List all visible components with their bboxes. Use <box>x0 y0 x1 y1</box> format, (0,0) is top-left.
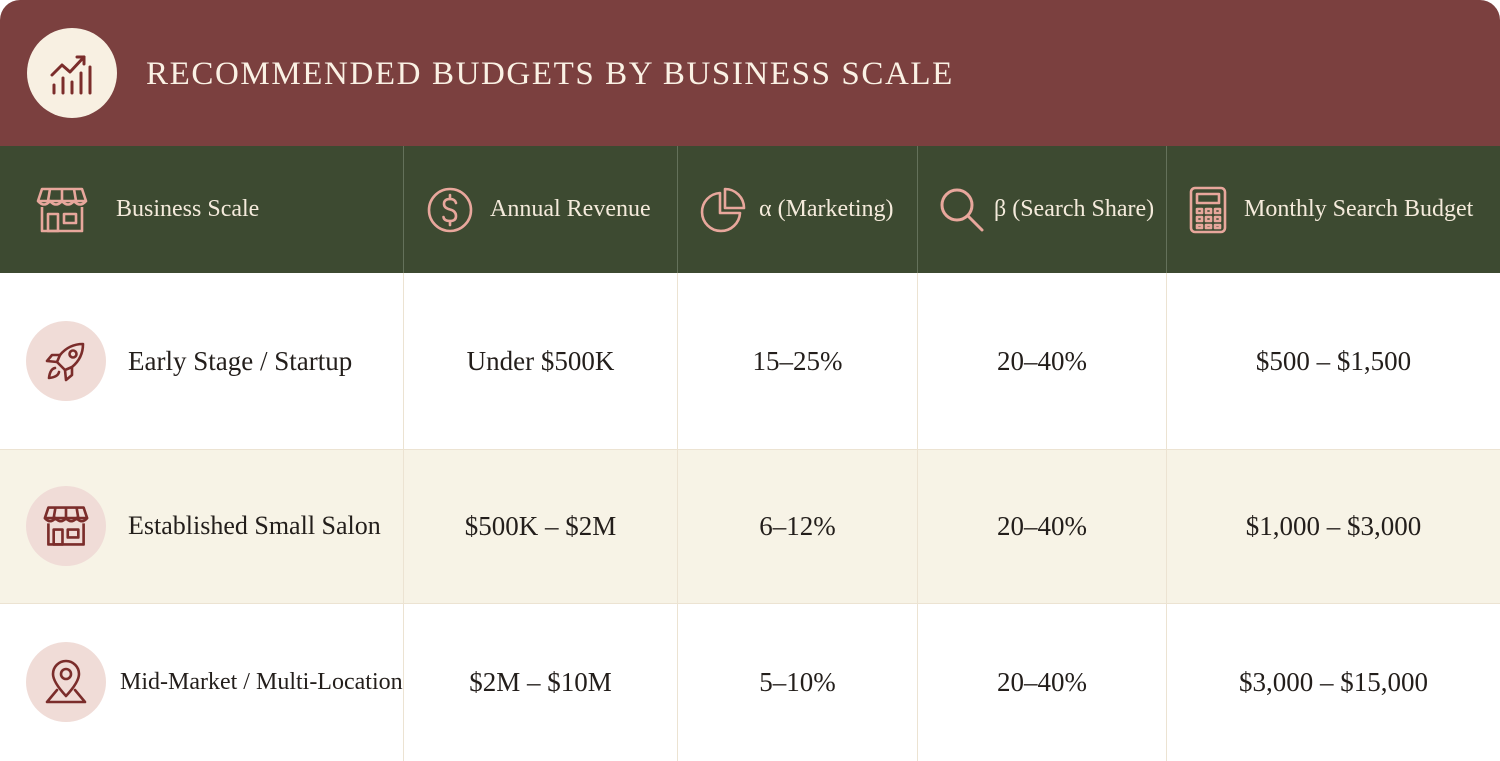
pie-chart-icon <box>700 187 746 232</box>
annual-revenue-cell: $500K – $2M <box>464 510 617 541</box>
column-header-beta: β (Search Share) <box>938 146 1166 273</box>
storefront-icon <box>43 506 89 546</box>
chart-growth-icon <box>50 55 92 95</box>
row-icon-badge <box>26 321 106 401</box>
annual-revenue-cell: Under $500K <box>466 345 615 376</box>
monthly-budget-cell: $500 – $1,500 <box>1255 345 1412 376</box>
business-scale-label: Early Stage / Startup <box>128 345 353 376</box>
header-divider <box>917 146 918 273</box>
search-icon <box>940 188 984 231</box>
calculator-icon <box>1189 186 1227 233</box>
title-bar: RECOMMENDED BUDGETS BY BUSINESS SCALE <box>0 0 1500 146</box>
monthly-budget-cell: $1,000 – $3,000 <box>1245 510 1422 541</box>
column-header-alpha: α (Marketing) <box>699 146 917 273</box>
page-title: RECOMMENDED BUDGETS BY BUSINESS SCALE <box>146 56 954 92</box>
business-scale-label: Established Small Salon <box>128 511 381 540</box>
annual-revenue-cell: $2M – $10M <box>469 666 612 697</box>
business-scale-cell: Mid-Market / Multi-Location <box>26 603 403 761</box>
beta-cell: 20–40% <box>997 666 1087 697</box>
dollar-circle-icon <box>427 187 473 232</box>
alpha-cell: 6–12% <box>759 510 836 541</box>
row-icon-badge <box>26 486 106 566</box>
row-divider <box>0 449 1500 450</box>
row-divider <box>0 603 1500 604</box>
row-icon-badge <box>26 642 106 722</box>
map-pin-icon <box>45 659 87 704</box>
monthly-budget-cell: $3,000 – $15,000 <box>1239 666 1428 697</box>
beta-cell: 20–40% <box>997 510 1087 541</box>
storefront-icon <box>36 187 88 232</box>
column-divider <box>403 273 404 761</box>
table-row <box>0 273 1500 449</box>
beta-cell: 20–40% <box>997 345 1087 376</box>
title-badge <box>27 28 117 118</box>
table-header-row: Business Scale Annual Revenue α (Marke <box>0 146 1500 273</box>
alpha-cell: 15–25% <box>752 345 843 376</box>
header-divider <box>403 146 404 273</box>
column-divider <box>1166 273 1167 761</box>
business-scale-label: Mid-Market / Multi-Location <box>120 668 403 695</box>
column-divider <box>917 273 918 761</box>
business-scale-cell: Early Stage / Startup <box>26 273 403 449</box>
column-header-business-scale: Business Scale <box>36 146 404 273</box>
header-divider <box>677 146 678 273</box>
column-header-monthly-budget: Monthly Search Budget <box>1188 146 1500 273</box>
header-divider <box>1166 146 1167 273</box>
table-row <box>0 603 1500 761</box>
table-row <box>0 449 1500 603</box>
business-scale-cell: Established Small Salon <box>26 449 403 603</box>
rocket-icon <box>45 342 85 382</box>
column-header-annual-revenue: Annual Revenue <box>426 146 678 273</box>
alpha-cell: 5–10% <box>759 666 836 697</box>
column-divider <box>677 273 678 761</box>
